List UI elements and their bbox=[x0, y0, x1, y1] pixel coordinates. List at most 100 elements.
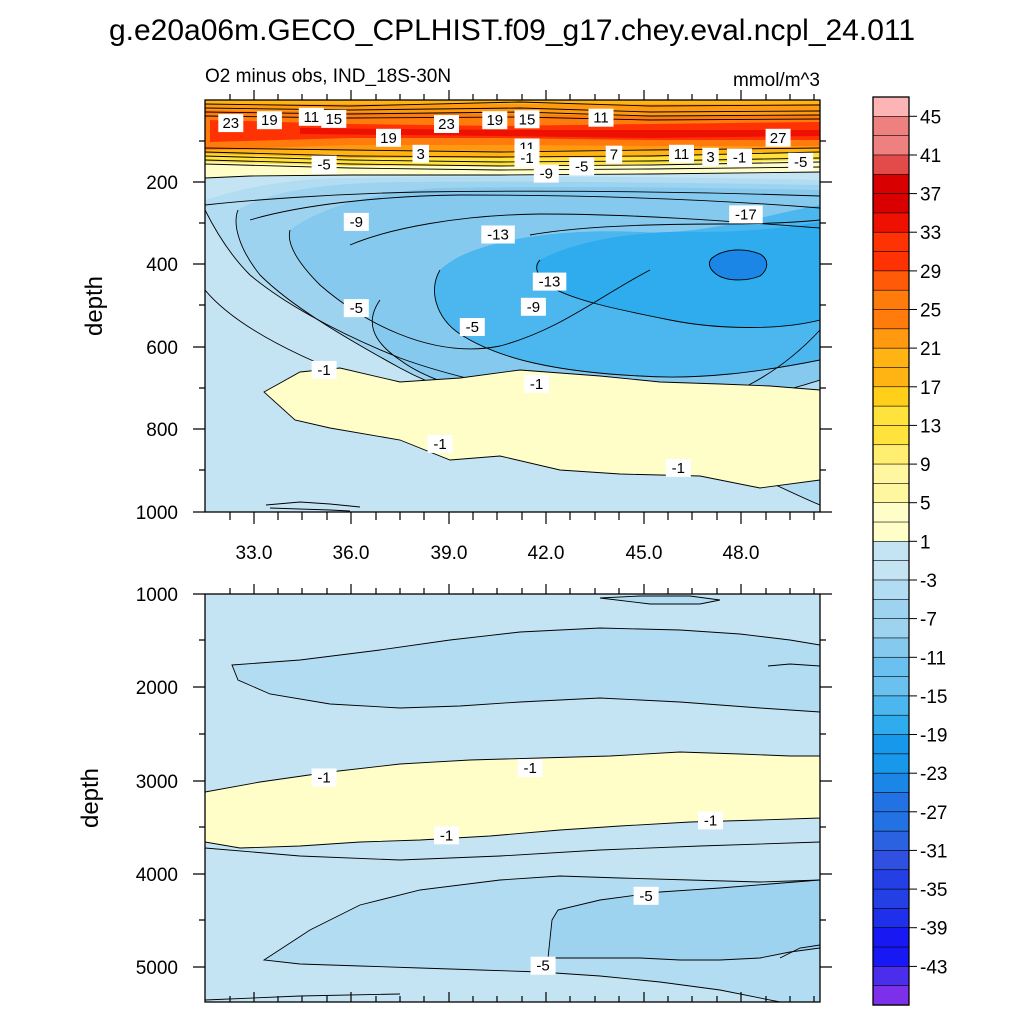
colorbar-boxes bbox=[872, 96, 910, 1006]
contour-label: -1 bbox=[311, 360, 337, 379]
y-tick-label: 400 bbox=[146, 255, 178, 276]
upper-y-axis-label: depth bbox=[81, 276, 108, 336]
colorbar-label: -31 bbox=[920, 841, 947, 862]
contour-label-text: 19 bbox=[380, 130, 397, 147]
colorbar-box bbox=[872, 676, 910, 697]
figure-title: g.e20a06m.GECO_CPLHIST.f09_g17.chey.eval… bbox=[109, 14, 915, 47]
colorbar-label: -23 bbox=[920, 764, 947, 785]
contour-label-box bbox=[698, 811, 723, 830]
colorbar-box bbox=[872, 888, 910, 910]
contour-label-text: -1 bbox=[530, 376, 543, 393]
upper-units-label: mmol/m^3 bbox=[733, 70, 820, 91]
contour-label-text: -13 bbox=[487, 227, 509, 244]
contour-label-text: 11 bbox=[304, 109, 320, 126]
contour-label-text: 19 bbox=[261, 112, 278, 129]
contour-label-box bbox=[605, 145, 623, 164]
contour-label-box bbox=[765, 128, 791, 147]
contour-label-text: -1 bbox=[733, 150, 746, 167]
contour-line bbox=[529, 219, 820, 236]
contour-label-text: 15 bbox=[325, 111, 342, 128]
colorbar-box bbox=[872, 753, 910, 774]
contour-label-text: 23 bbox=[222, 115, 239, 132]
colorbar-box bbox=[872, 502, 910, 523]
contour-label-box bbox=[517, 759, 543, 778]
contour-label: -9 bbox=[533, 164, 559, 183]
contour-label-box bbox=[256, 111, 282, 130]
colorbar-label: 25 bbox=[920, 301, 941, 322]
upper-x-tick-labels: 33.0 36.0 39.0 42.0 45.0 48.0 bbox=[236, 543, 760, 564]
colorbar-box bbox=[872, 734, 910, 755]
contour-label-text: -1 bbox=[672, 460, 685, 477]
upper-ticks bbox=[193, 90, 832, 524]
colorbar-label: -43 bbox=[920, 957, 947, 978]
contour-line bbox=[708, 249, 768, 281]
colorbar-label: -11 bbox=[920, 648, 946, 669]
colorbar-box bbox=[872, 193, 910, 214]
contour-line bbox=[249, 194, 820, 221]
colorbar-box bbox=[872, 483, 910, 504]
colorbar-label: 29 bbox=[920, 262, 941, 283]
contour-label: 15 bbox=[514, 110, 540, 129]
contour-line bbox=[205, 993, 401, 1001]
colorbar-box bbox=[872, 135, 910, 156]
contour-label: -9 bbox=[343, 212, 369, 231]
upper-frame bbox=[204, 99, 821, 513]
x-tick-label: 45.0 bbox=[626, 543, 663, 564]
tick-marks bbox=[820, 593, 832, 968]
contour-line bbox=[205, 101, 820, 107]
contour-label: -1 bbox=[517, 759, 543, 778]
x-tick-label: 33.0 bbox=[236, 543, 273, 564]
colorbar-box bbox=[872, 463, 910, 484]
contour-label-box bbox=[514, 110, 540, 129]
contour-label-text: -1 bbox=[317, 362, 330, 379]
contour-label-box bbox=[633, 886, 659, 905]
contour-label-text: -5 bbox=[350, 300, 363, 317]
contour-label-text: 27 bbox=[770, 130, 787, 147]
contour-label-text: -1 bbox=[524, 760, 537, 777]
colorbar-box bbox=[872, 598, 910, 620]
contour-line-small bbox=[767, 663, 820, 667]
contour-line bbox=[205, 190, 820, 206]
upper-contour-field bbox=[205, 100, 820, 512]
colorbar-box bbox=[872, 173, 910, 195]
colorbar-box bbox=[872, 289, 910, 311]
contour-label-text: 11 bbox=[593, 110, 609, 127]
colorbar-label: -27 bbox=[920, 803, 947, 824]
contour-label-box bbox=[788, 152, 814, 171]
contour-label-box bbox=[533, 164, 559, 183]
contour-label-text: 3 bbox=[417, 146, 425, 163]
colorbar-box bbox=[872, 966, 910, 987]
lower-contour-field bbox=[205, 594, 820, 1002]
colorbar-box bbox=[872, 541, 910, 562]
colorbar-box bbox=[872, 656, 910, 678]
contour-line bbox=[288, 229, 651, 350]
contour-label-box bbox=[321, 109, 347, 128]
colorbar-box bbox=[872, 405, 910, 427]
colorbar-box bbox=[872, 231, 910, 253]
contour-label-box bbox=[343, 212, 369, 231]
contour-label-box bbox=[569, 157, 595, 176]
contour-label-box bbox=[520, 297, 546, 316]
lower-panel: 1000 2000 3000 4000 5000 depth -1-1-1-1-… bbox=[77, 584, 832, 1003]
contour-label-box bbox=[588, 108, 614, 127]
y-tick-label: 600 bbox=[146, 338, 178, 359]
contour-label: -1 bbox=[524, 374, 550, 393]
tick-marks bbox=[820, 140, 832, 513]
contour-label-box bbox=[702, 147, 719, 166]
contour-label-box bbox=[434, 115, 459, 133]
contour-label-box bbox=[669, 144, 694, 163]
contour-label-text: 23 bbox=[438, 116, 455, 133]
contour-label: -5 bbox=[569, 157, 595, 176]
fill-negative-7-deep bbox=[547, 879, 820, 961]
fill-lens-positive bbox=[205, 751, 820, 849]
contour-label-text: -5 bbox=[575, 158, 588, 175]
x-tick-label: 42.0 bbox=[528, 543, 565, 564]
x-tick-label: 39.0 bbox=[431, 543, 468, 564]
contour-label-box bbox=[514, 149, 540, 167]
contour-label: 7 bbox=[605, 145, 623, 164]
upper-panel: O2 minus obs, IND_18S-30N mmol/m^3 bbox=[81, 66, 832, 564]
colorbar-label: -7 bbox=[920, 610, 937, 631]
lower-y-axis-label: depth bbox=[77, 768, 104, 828]
colorbar-box bbox=[872, 618, 910, 639]
colorbar-box bbox=[872, 154, 910, 175]
